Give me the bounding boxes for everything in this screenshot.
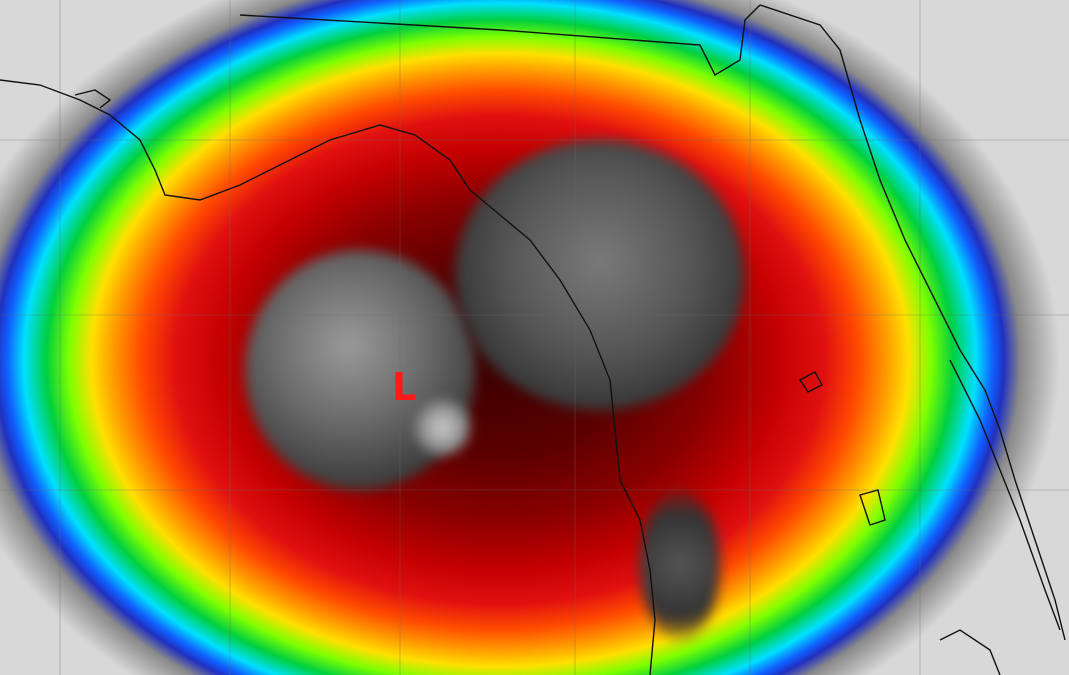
eye-bright-spot [415,400,470,455]
low-pressure-center-marker: L [392,365,417,409]
cold-cloud-top-east [455,140,745,410]
cold-cloud-top-south [640,490,720,640]
coastline [0,4,1066,675]
